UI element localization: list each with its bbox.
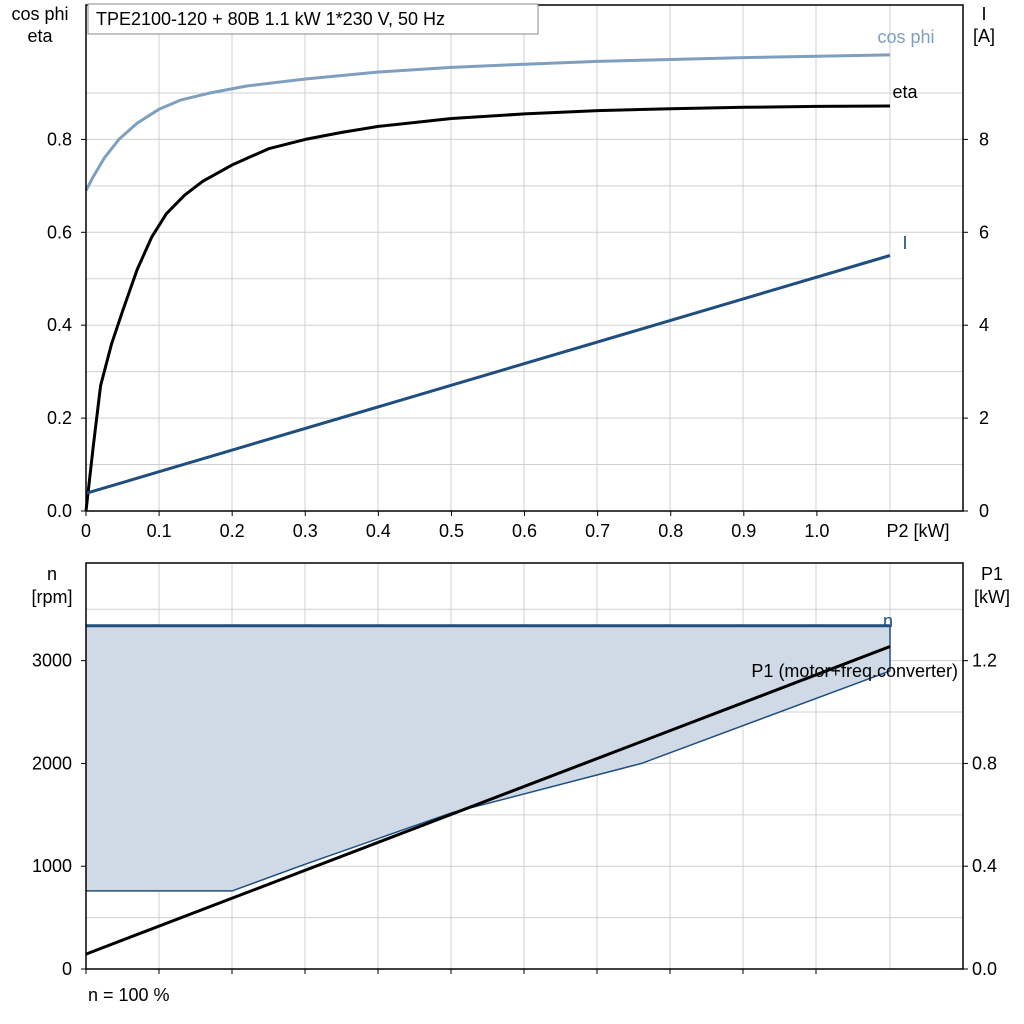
bottom-left-axis-label-2: [rpm] <box>31 587 72 607</box>
top-x-tick-0-2: 0.2 <box>220 521 245 541</box>
top-x-tick-1-0: 1.0 <box>804 521 829 541</box>
bottom-series-label-n: n <box>883 611 893 631</box>
top-x-axis-label: P2 [kW] <box>886 521 949 541</box>
top-y-left-tick-0-8: 0.8 <box>47 129 72 149</box>
top-y-left-tick-0-6: 0.6 <box>47 222 72 242</box>
top-y-left-tick-0-2: 0.2 <box>47 408 72 428</box>
bottom-operating-area-lower-edge <box>86 670 891 892</box>
top-series-line-eta <box>84 104 891 512</box>
top-x-tick-0-3: 0.3 <box>293 521 318 541</box>
top-chart-ticks: 0 0.1 0.2 0.3 0.4 0.5 0.6 0.7 0.8 0.9 1.0 0.0 0.2 0.4… <box>47 129 989 541</box>
top-chart-grid <box>85 5 963 511</box>
top-right-axis-label-2: [A] <box>973 26 995 46</box>
bottom-series-label-p1-motor-freq-converter: P1 (motor+freq.converter) <box>751 661 958 681</box>
bottom-y-left-tick-3000: 3000 <box>32 651 72 671</box>
top-left-axis-label-2: eta <box>27 26 53 46</box>
top-x-tick-0-4: 0.4 <box>366 521 391 541</box>
chart-title-box <box>87 3 539 35</box>
bottom-chart-fill <box>86 625 891 892</box>
top-x-tick-0-7: 0.7 <box>585 521 610 541</box>
bottom-y-right-tick-1-2: 1.2 <box>972 651 997 671</box>
bottom-right-axis-label-2: [kW] <box>974 587 1010 607</box>
top-right-axis-label-1: I <box>981 4 986 24</box>
top-series-label-eta: eta <box>892 82 918 102</box>
top-left-axis-label-1: cos phi <box>11 4 68 24</box>
top-y-right-tick-0: 0 <box>979 501 989 521</box>
top-chart-series: cos phi eta I <box>84 27 935 512</box>
chart-title: TPE2100-120 + 80B 1.1 kW 1*230 V, 50 Hz <box>96 9 445 29</box>
top-y-right-tick-2: 2 <box>979 408 989 428</box>
top-x-tick-0-6: 0.6 <box>512 521 537 541</box>
bottom-y-left-tick-1000: 1000 <box>32 856 72 876</box>
bottom-y-right-tick-0-0: 0.0 <box>972 959 997 979</box>
bottom-y-right-tick-0-4: 0.4 <box>972 856 997 876</box>
top-y-right-tick-4: 4 <box>979 315 989 335</box>
top-series-line-cos-phi <box>84 53 891 192</box>
bottom-right-axis-label-1: P1 <box>981 564 1003 584</box>
top-x-tick-0-8: 0.8 <box>658 521 683 541</box>
top-series-label-cos-phi: cos phi <box>877 27 934 47</box>
bottom-chart-ticks: 0 1000 2000 3000 0.0 0.4 0.8 1.2 <box>32 651 997 979</box>
bottom-series-line-p1-motor-freq-converter <box>85 645 891 956</box>
bottom-y-left-tick-0: 0 <box>62 959 72 979</box>
top-y-right-tick-6: 6 <box>979 222 989 242</box>
bottom-operating-area <box>86 625 890 891</box>
bottom-footnote: n = 100 % <box>88 985 170 1005</box>
top-series-label-i: I <box>902 233 907 253</box>
top-y-left-tick-0-0: 0.0 <box>47 501 72 521</box>
top-y-right-tick-8: 8 <box>979 129 989 149</box>
top-x-tick-0-5: 0.5 <box>439 521 464 541</box>
bottom-left-axis-label-1: n <box>47 564 57 584</box>
bottom-y-left-tick-2000: 2000 <box>32 753 72 773</box>
top-x-tick-0: 0 <box>81 521 91 541</box>
top-x-tick-0-9: 0.9 <box>731 521 756 541</box>
bottom-y-right-tick-0-8: 0.8 <box>972 753 997 773</box>
bottom-chart-series: n P1 (motor+freq.converter) <box>85 611 958 956</box>
top-x-tick-0-1: 0.1 <box>147 521 172 541</box>
top-y-left-tick-0-4: 0.4 <box>47 315 72 335</box>
top-series-line-i <box>85 254 891 495</box>
